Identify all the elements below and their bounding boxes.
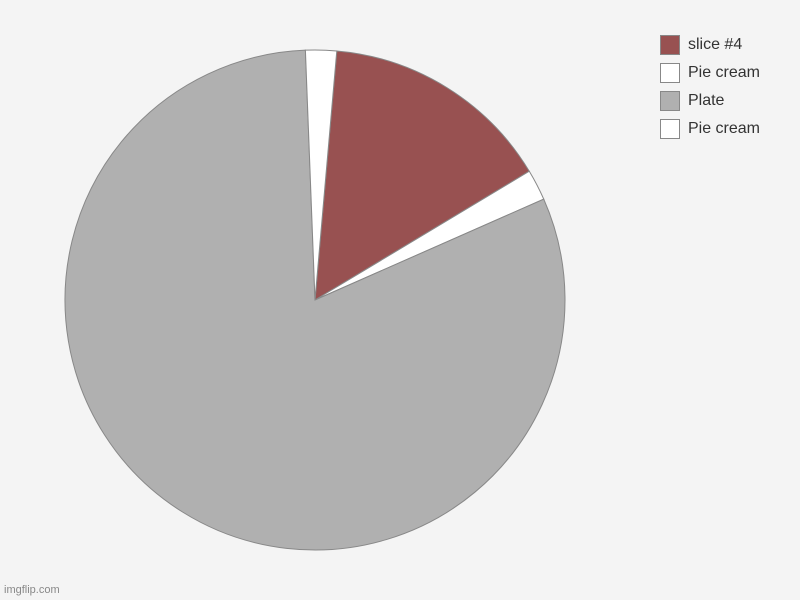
legend-item: Pie cream [660, 63, 760, 83]
legend-item: slice #4 [660, 35, 760, 55]
legend-swatch [660, 63, 680, 83]
legend-item: Plate [660, 91, 760, 111]
legend-swatch [660, 35, 680, 55]
legend-label: Pie cream [688, 120, 760, 138]
legend: slice #4 Pie cream Plate Pie cream [660, 35, 760, 139]
watermark: imgflip.com [4, 584, 60, 596]
legend-item: Pie cream [660, 119, 760, 139]
legend-label: Plate [688, 92, 724, 110]
pie-chart [50, 35, 580, 565]
legend-swatch [660, 91, 680, 111]
legend-swatch [660, 119, 680, 139]
legend-label: Pie cream [688, 64, 760, 82]
legend-label: slice #4 [688, 36, 742, 54]
